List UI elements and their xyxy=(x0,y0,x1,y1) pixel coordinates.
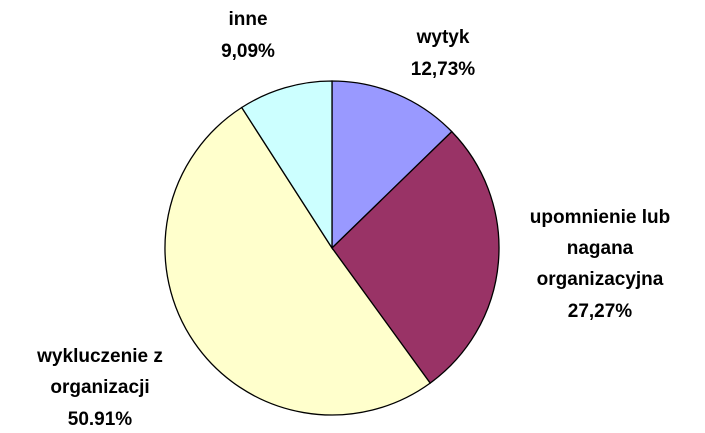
slice-label: organizacji xyxy=(50,377,149,398)
value-label: 12,73% xyxy=(411,59,476,80)
value-label: 27,27% xyxy=(568,301,633,322)
pie-slice xyxy=(331,80,453,250)
pie-slice xyxy=(331,130,500,385)
value-label: 50.91% xyxy=(68,409,133,430)
slice-label: wykluczenie z xyxy=(36,346,163,367)
slice-label: upomnienie lub xyxy=(530,207,670,228)
slice-label: organizacyjna xyxy=(537,269,664,290)
pie-slice xyxy=(164,106,432,416)
slice-label: inne xyxy=(228,9,267,30)
value-label: 9,09% xyxy=(221,41,275,62)
slice-label: wytyk xyxy=(416,27,470,48)
pie-slice xyxy=(240,80,333,251)
slice-label: nagana xyxy=(567,238,634,259)
